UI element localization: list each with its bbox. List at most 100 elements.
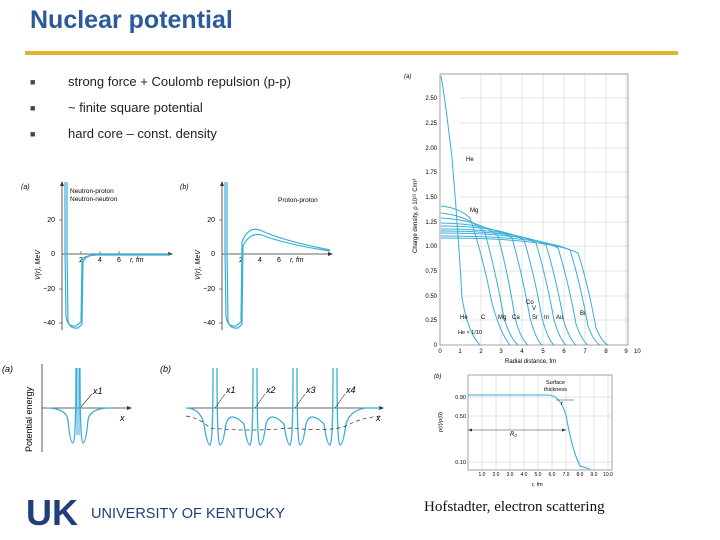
panel-label: (a): [21, 184, 30, 191]
x-axis-label: r, fm: [130, 257, 144, 264]
y-axis-label: ρ(r)/ρ(0): [438, 412, 444, 432]
x-tick-label: 10: [634, 349, 641, 355]
y-tick-label: 1.50: [425, 195, 437, 201]
potential-curve: [224, 182, 331, 327]
y-tick-label: 0.50: [455, 414, 466, 420]
y-tick-label: 2.00: [425, 146, 437, 152]
y-tick-label: −40: [43, 320, 55, 327]
site-label: x2: [265, 385, 276, 395]
y-tick-label: 2.50: [425, 96, 437, 102]
y-axis-label: Charge density, ρ 10¹⁹ C/m³: [412, 179, 419, 253]
x-tick-label: 6: [277, 257, 281, 264]
x-tick-label: 6: [562, 349, 566, 355]
y-tick-label: 0.50: [425, 294, 437, 300]
well-curve: [45, 367, 111, 444]
annotation: R₀: [510, 432, 517, 438]
y-tick-label: 20: [207, 217, 215, 224]
nucleus-label: Co: [526, 300, 534, 306]
panel-label: (a): [404, 74, 411, 80]
y-tick-label: −20: [43, 286, 55, 293]
y-tick-label: −40: [203, 320, 215, 327]
bullet-text: hard core – const. density: [68, 126, 217, 141]
potential-curve: [226, 182, 331, 329]
x-tick-label: 8.0: [577, 472, 584, 478]
x-axis-label: r, fm: [290, 257, 304, 264]
site-label: x1: [92, 386, 103, 396]
y-tick-label: −20: [203, 286, 215, 293]
pp-potential-figure: (b) 20 0 −20 −40 2 4 6 r, fm V(r), MeV P…: [180, 181, 333, 330]
grid: [460, 74, 628, 345]
x-tick-label: 4: [258, 257, 262, 264]
nucleus-label: In: [544, 315, 549, 321]
density-curves: [440, 75, 609, 346]
x-axis: [222, 252, 333, 256]
nucleus-label: Mg: [470, 208, 478, 214]
nucleus-label: Bi: [580, 311, 585, 317]
y-axis-label: V(r), MeV: [35, 249, 42, 280]
panel-label: (b): [160, 364, 171, 374]
grid: [468, 375, 612, 470]
nucleus-label: He: [460, 315, 468, 321]
title-underline: [25, 51, 678, 55]
nucleus-label: Ca: [512, 315, 520, 321]
annotation: thickness: [544, 387, 567, 393]
x-tick-label: 3.0: [507, 472, 514, 478]
scale-note: He × 1/10: [458, 330, 482, 336]
x-tick-label: 6.0: [549, 472, 556, 478]
x-axis-label: r, fm: [532, 482, 543, 488]
y-tick-label: 0.25: [425, 318, 437, 324]
y-axis-label: V(r), MeV: [195, 249, 202, 280]
nucleus-label: He: [466, 157, 474, 163]
x-tick-label: 5.0: [535, 472, 542, 478]
annotation: t: [561, 401, 563, 407]
nucleus-label: Sr: [532, 315, 538, 321]
site-label: x1: [225, 385, 236, 395]
np-potential-figure: (a) 20 0 −20 −40 2 4 6 r, fm V(r), MeV N…: [21, 181, 173, 330]
x-tick-label: 2: [479, 349, 483, 355]
density-profile-curve: [468, 394, 591, 470]
x-tick-label: 7: [583, 349, 587, 355]
x-tick-label: 4: [520, 349, 524, 355]
x-tick-label: 4: [98, 257, 102, 264]
axis-label: x: [375, 413, 381, 423]
y-axis-label: Potential energy: [24, 386, 34, 452]
legend-entry: Neutron-neutron: [70, 196, 118, 203]
x-tick-label: 2.0: [493, 472, 500, 478]
annotation: Surface: [546, 380, 565, 386]
potential-curve: [66, 182, 170, 329]
potential-wells-figure: (a) (b) Potential energy x x1 x x1 x2 x3…: [2, 364, 384, 452]
nucleus-label: Mg: [498, 315, 506, 321]
site-label: x4: [345, 385, 356, 395]
y-tick-label: 0: [51, 251, 55, 258]
axis-label: x: [119, 413, 125, 423]
x-tick-label: 6: [117, 257, 121, 264]
figure-caption: Hofstadter, electron scattering: [424, 499, 605, 515]
y-tick-label: 0: [211, 251, 215, 258]
x-tick-label: 9.0: [591, 472, 598, 478]
y-tick-label: 0: [434, 343, 438, 349]
x-tick-label: 2: [239, 257, 243, 264]
bullet-text: ~ finite square potential: [68, 100, 203, 115]
bullet-text: strong force + Coulomb repulsion (p-p): [68, 74, 291, 89]
nucleus-label: V: [532, 306, 536, 312]
y-tick-label: 0.90: [455, 395, 466, 401]
nucleus-label: Au: [556, 315, 563, 321]
nucleus-label: C: [481, 315, 486, 321]
y-tick-label: 1.25: [425, 220, 437, 226]
slide-title: Nuclear potential: [30, 6, 233, 34]
panel-label: (b): [434, 374, 441, 380]
square-bullet-icon: ■: [30, 103, 36, 113]
x-tick-label: 0: [438, 349, 442, 355]
uk-logo-mark: UK: [26, 492, 78, 533]
x-tick-label: 8: [604, 349, 608, 355]
surface-thickness-figure: (b) 0.90 0.50 0.10 ρ(r)/ρ(0) Surface thi…: [434, 374, 613, 488]
envelope-curve: [185, 415, 381, 431]
y-axis: [219, 181, 224, 330]
y-tick-label: 20: [47, 217, 55, 224]
x-axis-label: Radial distance, fm: [505, 359, 556, 365]
x-tick-label: 1: [458, 349, 462, 355]
university-name: UNIVERSITY OF KENTUCKY: [91, 506, 285, 522]
x-tick-label: 2: [79, 257, 83, 264]
charge-density-figure: (a) 2.50 2.25 2.00 1.75 1.50 1.25 1.00 0…: [404, 73, 641, 365]
x-tick-label: 3: [499, 349, 503, 355]
